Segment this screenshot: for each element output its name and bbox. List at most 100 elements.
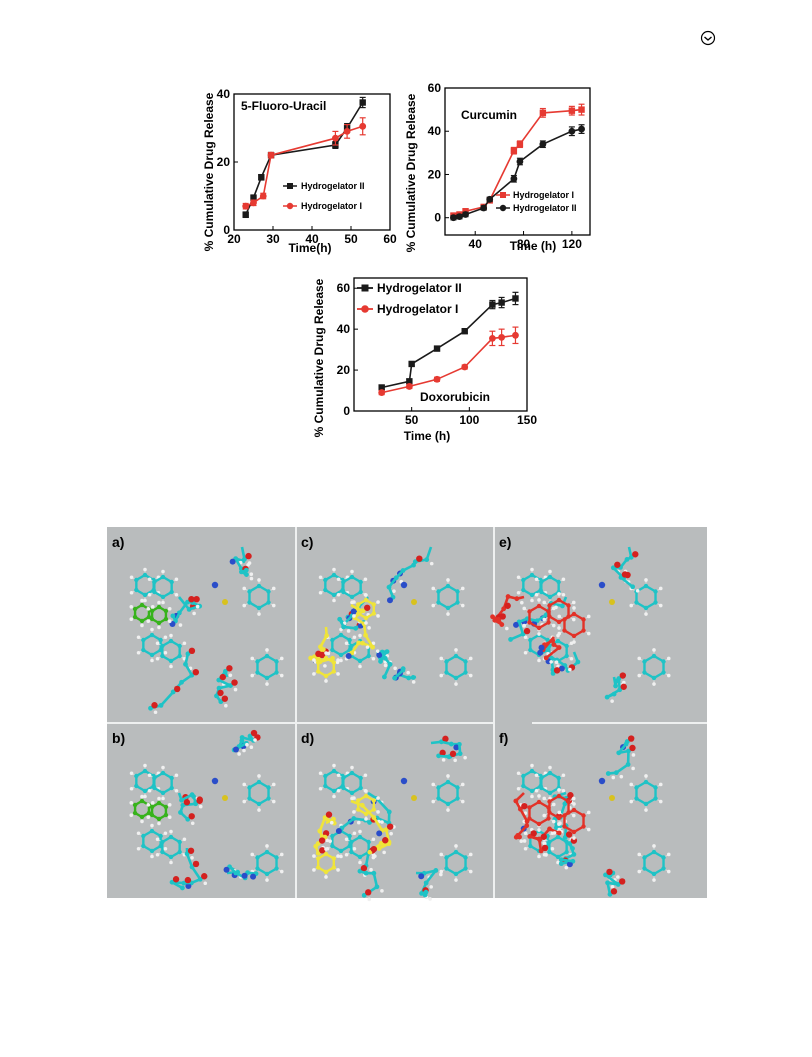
chart-curcumin: 40 80 120 0 20 40 60 Curcumin Time (h) % Cumul…	[404, 81, 591, 253]
chart-title: Doxorubicin	[420, 390, 490, 404]
x-axis-label: Time(h)	[288, 241, 331, 255]
data-point	[258, 174, 265, 181]
data-point	[498, 333, 506, 341]
y-tick-label: 20	[337, 363, 351, 377]
panel-c: c)	[301, 534, 473, 686]
x-tick-label: 20	[227, 232, 241, 246]
y-tick-label: 20	[217, 155, 231, 169]
data-point	[489, 334, 496, 342]
series-1	[242, 117, 367, 210]
series-0	[378, 291, 519, 391]
figure-background	[107, 527, 707, 898]
x-axis-label: Time (h)	[404, 429, 450, 443]
y-axis-label: % Cumulative Drug Release	[404, 93, 418, 252]
y-tick-label: 0	[434, 211, 441, 225]
data-point	[405, 383, 413, 390]
x-tick-label: 30	[266, 232, 280, 246]
series-0	[242, 96, 366, 219]
panel-label: c)	[301, 534, 313, 550]
data-point	[516, 158, 524, 165]
x-tick-label: 40	[469, 237, 483, 251]
legend-label: Hydrogelator I	[301, 201, 362, 211]
y-tick-label: 0	[343, 404, 350, 418]
data-point	[250, 199, 257, 207]
y-tick-label: 20	[428, 167, 442, 181]
y-tick-label: 40	[337, 322, 351, 336]
drug-molecule	[513, 788, 591, 857]
panel-label: f)	[499, 730, 508, 746]
drug-molecule	[129, 598, 172, 630]
y-tick-label: 40	[217, 87, 231, 101]
plot-frame	[444, 87, 591, 236]
x-tick-label: 150	[517, 413, 537, 427]
series-line	[381, 334, 516, 394]
legend: Hydrogelator I Hydrogelator II	[496, 190, 577, 213]
series-1	[378, 326, 519, 396]
data-point	[510, 147, 518, 154]
data-point	[359, 122, 367, 130]
data-point	[461, 328, 468, 335]
data-point	[408, 360, 415, 368]
panel-label: e)	[499, 534, 511, 550]
panel-f: f)	[499, 730, 671, 897]
data-point	[486, 195, 494, 203]
legend-label: Hydrogelator II	[301, 181, 365, 191]
x-tick-label: 60	[383, 232, 397, 246]
y-tick-label: 40	[428, 124, 442, 138]
data-point	[450, 214, 457, 222]
panel-a: a)	[112, 534, 284, 715]
y-tick-label: 60	[428, 81, 442, 95]
data-point	[433, 375, 441, 383]
x-tick-label: 100	[459, 413, 479, 427]
legend-label: Hydrogelator I	[377, 302, 458, 316]
data-point	[516, 141, 524, 148]
chart-title: Curcumin	[461, 108, 517, 122]
panel-e: e)	[490, 534, 671, 703]
panel-label: d)	[301, 730, 314, 746]
series-1	[450, 124, 585, 222]
y-axis-label: % Cumulative Drug Release	[202, 92, 216, 251]
data-point	[578, 125, 585, 133]
data-point	[578, 106, 585, 113]
chart-title: 5-Fluoro-Uracil	[241, 99, 326, 113]
molecular-docking-figure: a) c) e) b) d) f)	[107, 527, 707, 902]
plot-frame	[353, 277, 528, 412]
drug-molecule	[490, 592, 591, 664]
legend: Hydrogelator II Hydrogelator I	[283, 181, 365, 211]
legend-label: Hydrogelator I	[513, 190, 574, 200]
data-point	[242, 211, 249, 218]
data-point	[539, 109, 547, 117]
panel-b: b)	[112, 729, 284, 891]
data-point	[568, 127, 576, 135]
data-point	[456, 213, 463, 221]
data-point	[489, 301, 496, 308]
x-axis-label: Time (h)	[510, 239, 556, 253]
data-point	[510, 175, 518, 183]
legend: Hydrogelator II Hydrogelator I	[357, 281, 462, 316]
data-point	[539, 140, 547, 148]
data-point	[242, 202, 250, 210]
panel-label: a)	[112, 534, 124, 550]
data-point	[433, 345, 441, 352]
data-point	[259, 192, 267, 200]
drug-molecule	[129, 794, 172, 826]
y-tick-label: 60	[337, 281, 351, 295]
data-point	[568, 107, 576, 114]
legend-label: Hydrogelator II	[377, 281, 462, 295]
data-point	[343, 128, 351, 135]
panel-label: b)	[112, 730, 125, 746]
data-point	[378, 389, 386, 396]
data-point	[332, 134, 339, 142]
y-tick-label: 0	[223, 223, 230, 237]
data-point	[512, 331, 519, 339]
data-point	[480, 204, 488, 212]
data-point	[461, 363, 469, 371]
panel-d: d)	[301, 730, 473, 902]
x-tick-label: 50	[344, 232, 358, 246]
data-point	[378, 384, 385, 391]
x-tick-label: 40	[305, 232, 319, 246]
drug-molecule	[312, 789, 394, 879]
x-tick-label: 120	[562, 237, 582, 251]
data-point	[498, 299, 505, 306]
